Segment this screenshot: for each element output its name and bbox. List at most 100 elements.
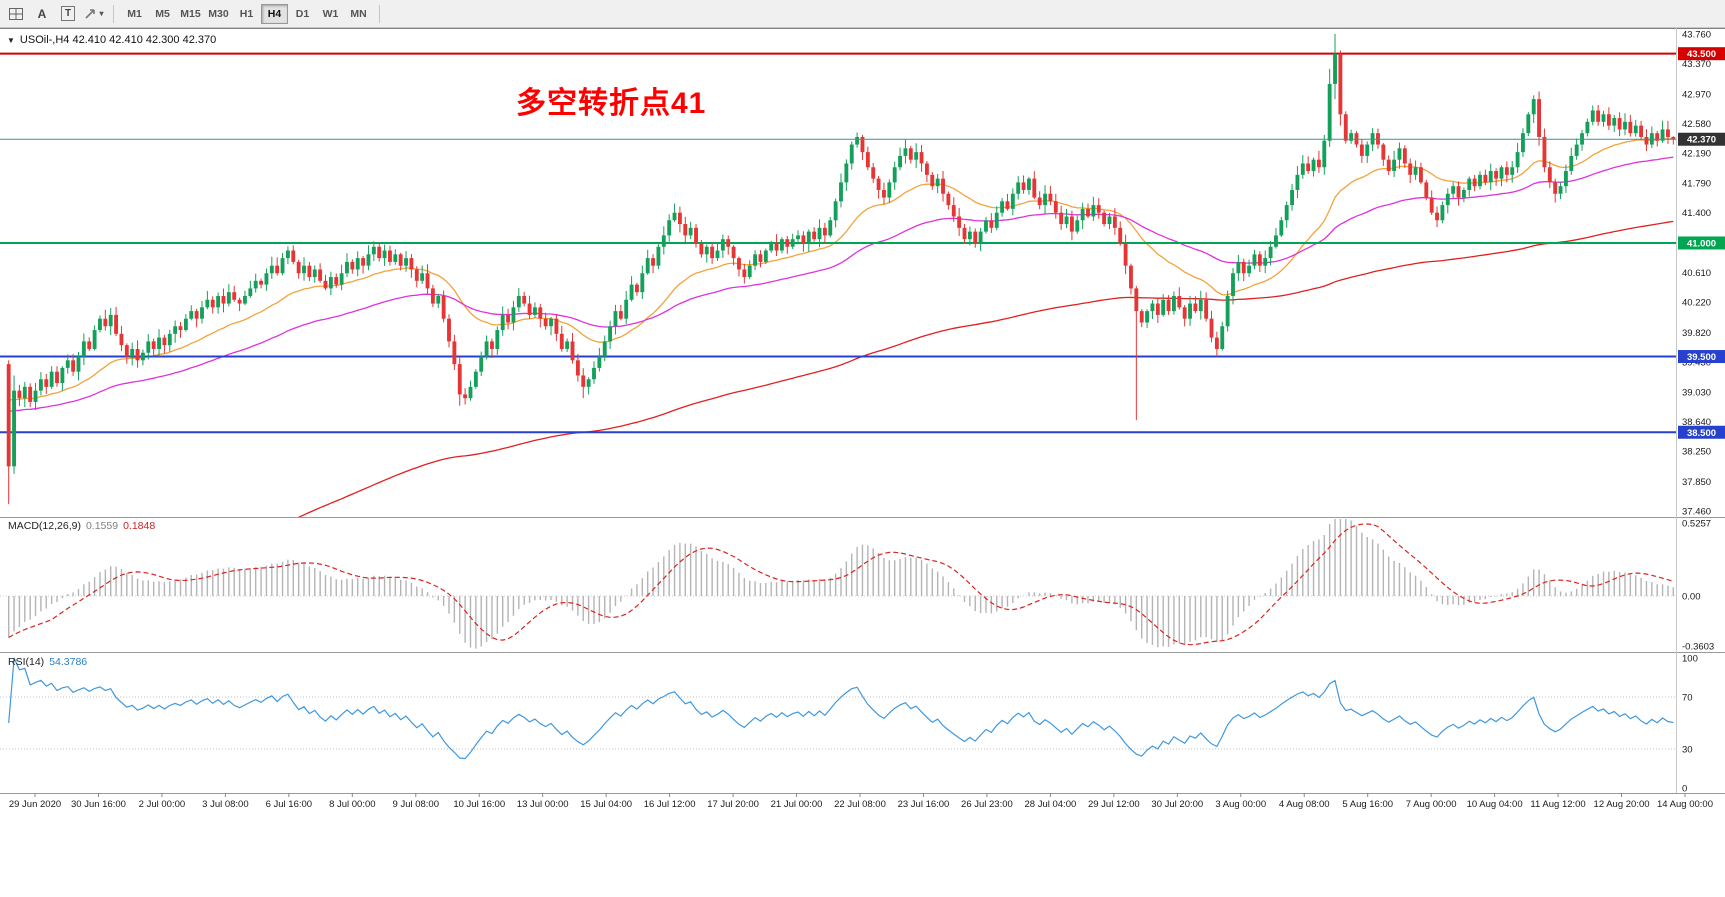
text-cursor-tool-button[interactable]: A	[30, 3, 54, 25]
rsi-label: RSI(14) 54.3786	[8, 656, 87, 668]
time-axis-label: 14 Aug 00:00	[1657, 799, 1713, 810]
time-axis-label: 9 Jul 08:00	[393, 799, 439, 810]
macd-label: MACD(12,26,9) 0.1559 0.1848	[8, 520, 155, 532]
macd-name: MACD(12,26,9)	[8, 520, 81, 532]
timeframe-button-h1[interactable]: H1	[233, 4, 260, 24]
time-axis-label: 16 Jul 12:00	[644, 799, 696, 810]
time-axis-label: 6 Jul 16:00	[266, 799, 312, 810]
timeframe-button-m15[interactable]: M15	[177, 4, 204, 24]
ma-medium-line	[8, 156, 1674, 413]
rsi-axis-label: 0	[1682, 784, 1687, 795]
price-axis-label: 40.610	[1682, 268, 1711, 279]
time-axis-label: 23 Jul 16:00	[898, 799, 950, 810]
time-axis[interactable]: 29 Jun 2020 30 Jun 16:00 2 Jul 00:00 3 Jul …	[9, 793, 1713, 810]
time-axis-label: 29 Jun 2020	[9, 799, 61, 810]
svg-text:43.500: 43.500	[1687, 49, 1716, 60]
price-axis-label: 40.220	[1682, 298, 1711, 309]
time-axis-label: 11 Aug 12:00	[1530, 799, 1585, 810]
chart-symbol-title: ▼ USOil-,H4 42.410 42.410 42.300 42.370	[7, 34, 216, 46]
rsi-line	[8, 657, 1674, 760]
price-tag-42.370[interactable]: 42.370	[1678, 132, 1725, 146]
time-axis-label: 8 Jul 00:00	[329, 799, 375, 810]
svg-text:42.370: 42.370	[1687, 135, 1716, 146]
tile-windows-button[interactable]	[4, 3, 28, 25]
time-axis-label: 10 Jul 16:00	[453, 799, 505, 810]
price-chart[interactable]: 43.760 43.370 42.970 42.580 42.190 41.790 41.4…	[0, 28, 1725, 897]
time-axis-label: 3 Jul 08:00	[202, 799, 248, 810]
chart-annotation[interactable]: 多空转折点41	[516, 87, 707, 120]
timeframe-button-m1[interactable]: M1	[121, 4, 148, 24]
time-axis-label: 29 Jul 12:00	[1088, 799, 1140, 810]
macd-signal-line	[8, 523, 1674, 646]
text-label-tool-button[interactable]: T	[56, 3, 80, 25]
price-tag-39.500[interactable]: 39.500	[1678, 350, 1725, 364]
chevron-down-icon: ▾	[99, 9, 104, 18]
price-axis-label: 39.820	[1682, 328, 1711, 339]
price-tag-38.500[interactable]: 38.500	[1678, 425, 1725, 439]
rsi-axis[interactable]: 100 70 30 0	[1682, 654, 1698, 795]
time-axis-label: 13 Jul 00:00	[517, 799, 569, 810]
candlesticks	[6, 34, 1676, 505]
text-cursor-tool-label: A	[37, 6, 47, 21]
time-axis-label: 10 Aug 04:00	[1467, 799, 1523, 810]
macd-axis[interactable]: 0.5257 0.00 -0.3603	[1682, 519, 1714, 653]
timeframe-button-mn[interactable]: MN	[345, 4, 372, 24]
price-axis-label: 37.850	[1682, 477, 1711, 488]
price-axis-label: 38.640	[1682, 417, 1711, 428]
time-axis-label: 26 Jul 23:00	[961, 799, 1013, 810]
time-axis-label: 2 Jul 00:00	[139, 799, 185, 810]
macd-axis-label: -0.3603	[1682, 642, 1714, 653]
chart-background	[0, 28, 1725, 897]
rsi-axis-label: 100	[1682, 654, 1698, 665]
time-axis-label: 7 Aug 00:00	[1406, 799, 1457, 810]
price-axis-label: 42.190	[1682, 148, 1711, 159]
arrows-tool-button[interactable]: ▾	[82, 3, 106, 25]
arrow-tool-icon	[85, 9, 96, 19]
text-label-tool-label: T	[60, 6, 76, 21]
timeframe-button-h4[interactable]: H4	[261, 3, 288, 24]
symbol-ohlc-text: USOil-,H4 42.410 42.410 42.300 42.370	[19, 34, 217, 46]
time-axis-label: 17 Jul 20:00	[707, 799, 759, 810]
macd-axis-label: 0.00	[1682, 591, 1701, 602]
macd-value-main: 0.1559	[85, 520, 119, 532]
price-axis-label: 43.760	[1682, 30, 1711, 41]
time-axis-label: 5 Aug 16:00	[1342, 799, 1393, 810]
price-axis-label: 42.580	[1682, 119, 1711, 130]
main-toolbar: A T ▾ M1 M5 M15 M30 H1 H4 D1 W1 MN	[0, 0, 1725, 28]
expand-triangle-icon[interactable]: ▼	[7, 35, 15, 45]
rsi-axis-label: 30	[1682, 745, 1693, 756]
rsi-name: RSI(14)	[8, 656, 45, 668]
price-axis-label: 42.970	[1682, 89, 1711, 100]
time-axis-label: 4 Aug 08:00	[1279, 799, 1330, 810]
timeframe-button-d1[interactable]: D1	[289, 4, 316, 24]
svg-text:41.000: 41.000	[1687, 238, 1716, 249]
time-axis-label: 3 Aug 00:00	[1215, 799, 1266, 810]
price-axis-label: 41.790	[1682, 179, 1711, 190]
price-axis-label: 38.250	[1682, 447, 1711, 458]
timeframe-button-m30[interactable]: M30	[205, 4, 232, 24]
time-axis-label: 21 Jul 00:00	[771, 799, 823, 810]
ma-slow-line	[297, 220, 1674, 517]
toolbar-separator	[379, 4, 380, 23]
rsi-value: 54.3786	[49, 656, 88, 668]
macd-axis-label: 0.5257	[1682, 519, 1711, 530]
timeframe-group: M1 M5 M15 M30 H1 H4 D1 W1 MN	[121, 3, 372, 24]
macd-histogram	[7, 517, 1675, 649]
time-axis-label: 30 Jul 20:00	[1151, 799, 1203, 810]
price-axis-label: 37.460	[1682, 507, 1711, 518]
timeframe-button-m5[interactable]: M5	[149, 4, 176, 24]
horizontal-level-lines	[0, 52, 1676, 434]
timeframe-button-w1[interactable]: W1	[317, 4, 344, 24]
time-axis-label: 28 Jul 04:00	[1025, 799, 1077, 810]
rsi-axis-label: 70	[1682, 693, 1693, 704]
price-axis-label: 41.400	[1682, 208, 1711, 219]
macd-value-signal: 0.1848	[123, 520, 156, 532]
time-axis-label: 30 Jun 16:00	[71, 799, 126, 810]
price-axis-label: 39.030	[1682, 388, 1711, 399]
chart-area[interactable]: 43.760 43.370 42.970 42.580 42.190 41.790 41.4…	[0, 28, 1725, 897]
svg-text:38.500: 38.500	[1687, 428, 1716, 439]
toolbar-separator	[113, 4, 114, 23]
price-tag-43.500[interactable]: 43.500	[1678, 47, 1725, 61]
price-tag-41.000[interactable]: 41.000	[1678, 236, 1725, 250]
